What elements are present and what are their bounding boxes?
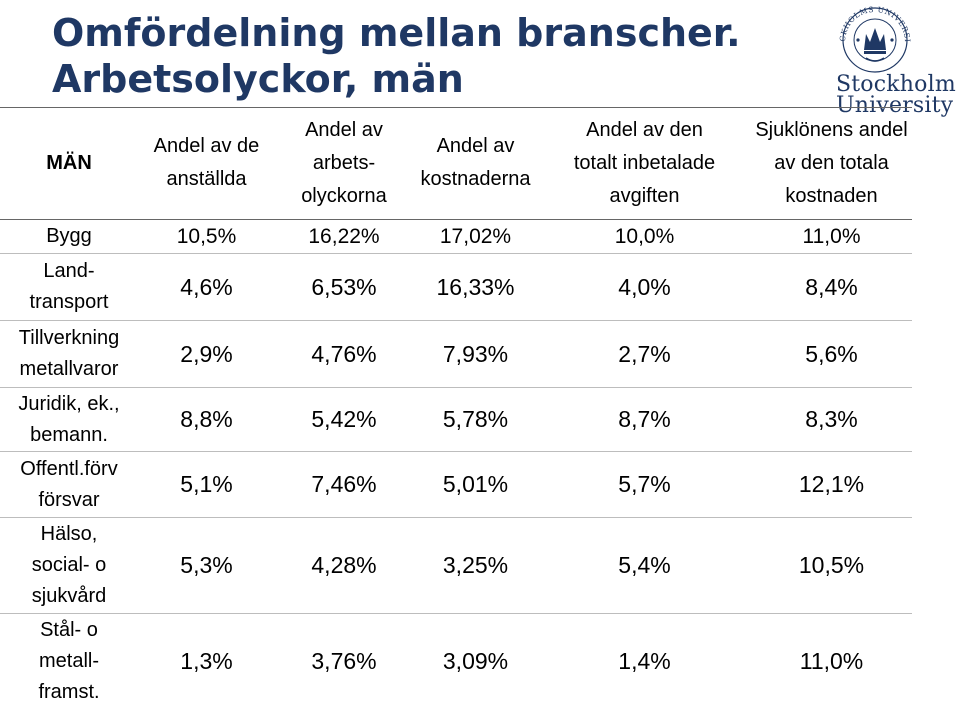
table-cell: 12,1% bbox=[751, 451, 912, 518]
table-cell: 10,0% bbox=[538, 219, 751, 254]
table-cell: 5,6% bbox=[751, 320, 912, 388]
table-cell: 5,3% bbox=[138, 517, 275, 614]
table-cell: 4,76% bbox=[275, 320, 413, 388]
data-table: MÄN Andel av de anställda Andel av arbets-… bbox=[0, 107, 912, 710]
table-row: Stål- o metall-framst. 1,3% 3,76% 3,09% 1… bbox=[0, 614, 912, 710]
header-man: MÄN bbox=[0, 107, 138, 220]
table-cell: 3,09% bbox=[442, 648, 509, 675]
table-cell: 8,4% bbox=[751, 253, 912, 321]
table-cell: 2,7% bbox=[538, 320, 751, 388]
table-cell: 5,42% bbox=[275, 387, 413, 452]
table-cell: 10,5% bbox=[138, 219, 275, 254]
table-cell: 16,22% bbox=[275, 219, 413, 254]
table-cell: 1,4% bbox=[618, 648, 671, 675]
table-cell: 10,5% bbox=[751, 517, 912, 614]
table-cell: 16,33% bbox=[413, 253, 538, 321]
table-row: Offentl.förv försvar 5,1% 7,46% 5,01% 5,7… bbox=[0, 451, 912, 518]
table-cell: 11,0% bbox=[751, 219, 912, 254]
title-line-2: Arbetsolyckor, män bbox=[52, 57, 464, 101]
table-cell: 17,02% bbox=[413, 219, 538, 254]
table-row: Bygg 10,5% 16,22% 17,02% 10,0% 11,0% bbox=[0, 219, 912, 254]
table-cell: 5,78% bbox=[413, 387, 538, 452]
table-cell: 1,3% bbox=[180, 648, 233, 675]
row-label: Land-transport bbox=[0, 253, 138, 321]
table-cell: 6,53% bbox=[275, 253, 413, 321]
slide-title: Omfördelning mellan branscher. Arbetsoly… bbox=[52, 10, 741, 102]
table-cell: 3,76% bbox=[311, 648, 377, 675]
table-cell: 5,01% bbox=[413, 451, 538, 518]
table-cell: 8,7% bbox=[538, 387, 751, 452]
row-label: Bygg bbox=[0, 219, 138, 254]
row-label: Tillverkning metallvaror bbox=[0, 320, 138, 388]
table-row: Hälso, social- o sjukvård 5,3% 4,28% 3,25%… bbox=[0, 517, 912, 614]
table-cell: 8,8% bbox=[138, 387, 275, 452]
table-row: Tillverkning metallvaror 2,9% 4,76% 7,93%… bbox=[0, 320, 912, 388]
table-cell: 5,4% bbox=[538, 517, 751, 614]
table-cell: 2,9% bbox=[138, 320, 275, 388]
table-row: Land-transport 4,6% 6,53% 16,33% 4,0% 8,… bbox=[0, 253, 912, 321]
table-cell: 4,6% bbox=[138, 253, 275, 321]
table-cell: 7,93% bbox=[413, 320, 538, 388]
table-cell: 4,28% bbox=[275, 517, 413, 614]
header-andel-kostnaderna: Andel av kostnaderna bbox=[413, 107, 538, 220]
table-row: Juridik, ek., bemann. 8,8% 5,42% 5,78% 8,… bbox=[0, 387, 912, 452]
university-seal-icon: STOCKHOLMS UNIVERSITET bbox=[836, 4, 911, 73]
header-sjuklonens-andel: Sjuklönens andel av den totala kostnaden bbox=[751, 107, 912, 220]
logo-word-stockholm: Stockholm bbox=[836, 72, 956, 97]
table-cell: 8,3% bbox=[751, 387, 912, 452]
title-line-1: Omfördelning mellan branscher. bbox=[52, 11, 741, 55]
row-label: Stål- o metall-framst. bbox=[38, 619, 100, 704]
table-header-row: MÄN Andel av de anställda Andel av arbets-… bbox=[0, 107, 912, 220]
row-label: Juridik, ek., bemann. bbox=[0, 387, 138, 452]
table-cell: 7,46% bbox=[275, 451, 413, 518]
stockholm-university-logo: STOCKHOLMS UNIVERSITET Stockholm Univers… bbox=[830, 4, 956, 117]
table-cell: 5,1% bbox=[138, 451, 275, 518]
table-cell: 5,7% bbox=[538, 451, 751, 518]
header-andel-anstallda: Andel av de anställda bbox=[138, 107, 275, 220]
table-cell: 3,25% bbox=[413, 517, 538, 614]
row-label: Hälso, social- o sjukvård bbox=[0, 517, 138, 614]
header-andel-avgiften: Andel av den totalt inbetalade avgiften bbox=[538, 107, 751, 220]
table-cell: 4,0% bbox=[538, 253, 751, 321]
table-cell: 11,0% bbox=[799, 648, 864, 675]
header-andel-arbetsolyckorna: Andel av arbets-olyckorna bbox=[275, 107, 413, 220]
row-label: Offentl.förv försvar bbox=[0, 451, 138, 518]
